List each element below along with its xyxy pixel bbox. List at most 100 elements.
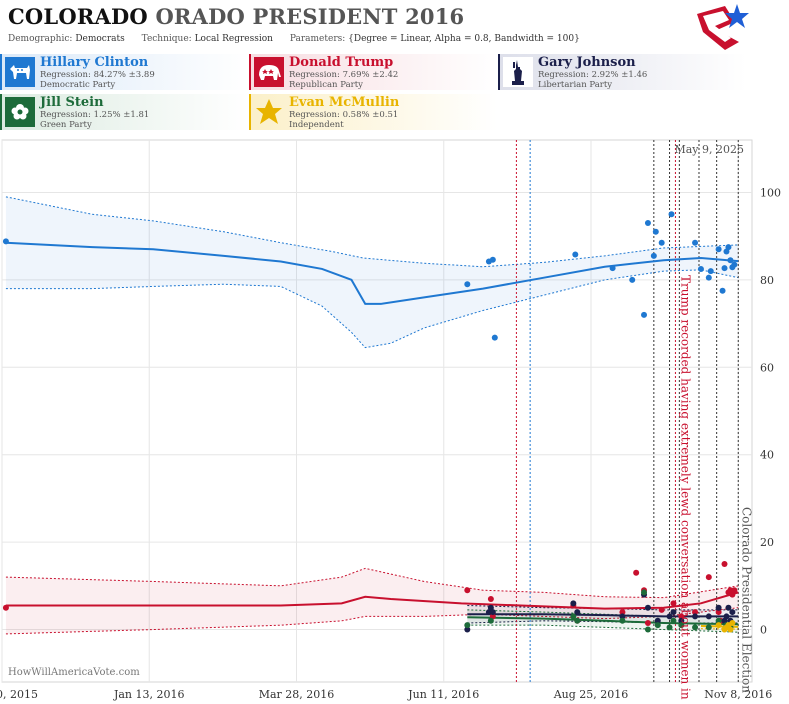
poll-point [715, 609, 722, 616]
flower-icon [5, 97, 35, 127]
poll-point [464, 281, 471, 288]
demographic-label: Demographic: [8, 34, 73, 44]
poll-point [619, 613, 626, 620]
poll-point [731, 587, 738, 594]
regression-line [5, 591, 739, 610]
demographic-value: Democrats [75, 34, 125, 44]
confidence-bands [5, 196, 739, 635]
elephant-icon [254, 57, 284, 87]
poll-point [629, 276, 636, 283]
poll-point [692, 609, 699, 616]
poll-point [715, 604, 722, 611]
candidate-card-mcmullin[interactable]: Evan McMullin Regression: 0.58% ±0.51 In… [249, 94, 497, 130]
poll-point [652, 228, 659, 235]
poll-point [2, 238, 9, 245]
poll-point [707, 268, 714, 275]
parameters-value: {Degree = Linear, Alpha = 0.8, Bandwidth… [348, 34, 580, 44]
x-tick-label: Jan 13, 2016 [113, 688, 185, 701]
poll-points [2, 211, 738, 633]
candidate-party: Democratic Party [40, 80, 116, 90]
poll-point [464, 626, 471, 633]
poll-point [572, 251, 579, 258]
candidate-card-trump[interactable]: Donald Trump Regression: 7.69% ±2.42 Rep… [249, 54, 497, 90]
poll-point [729, 619, 736, 626]
poll-point [678, 622, 685, 629]
poll-point [727, 257, 734, 264]
poll-point [715, 246, 722, 253]
poll-point [654, 622, 661, 629]
poll-point [658, 239, 665, 246]
watermark: HowWillAmericaVote.com [8, 667, 140, 678]
poll-point [668, 211, 675, 218]
poll-point [666, 613, 673, 620]
poll-point [670, 609, 677, 616]
poll-point [2, 604, 9, 611]
poll-point [670, 617, 677, 624]
poll-point [574, 617, 581, 624]
candidate-legend: Hillary Clinton Regression: 84.27% ±3.89… [0, 54, 789, 134]
poll-point [619, 617, 626, 624]
poll-point [670, 600, 677, 607]
election-annotation: Colorado Presidential Election [739, 507, 753, 693]
poll-point [464, 622, 471, 629]
poll-point [725, 244, 732, 251]
x-tick-label: Aug 25, 2016 [553, 688, 629, 701]
candidate-card-johnson[interactable]: Gary Johnson Regression: 2.92% ±1.46 Lib… [498, 54, 746, 90]
y-tick-label: 20 [760, 536, 774, 549]
poll-point [570, 600, 577, 607]
poll-point [692, 239, 699, 246]
poll-point [641, 311, 648, 318]
poll-point [658, 606, 665, 613]
candidate-regression: Regression: 7.69% ±2.42 [289, 70, 399, 80]
poll-point [609, 265, 616, 272]
poll-point [619, 609, 626, 616]
poll-point [719, 287, 726, 294]
candidate-name: Gary Johnson [538, 55, 636, 70]
poll-point [644, 626, 651, 633]
regression-line [467, 616, 739, 626]
donkey-icon [5, 57, 35, 87]
poll-point [464, 587, 471, 594]
page-title: COLORADO ORADO PRESIDENT 2016 [8, 4, 464, 29]
poll-point [705, 574, 712, 581]
candidate-card-clinton[interactable]: Hillary Clinton Regression: 84.27% ±3.89… [0, 54, 248, 90]
y-tick-label: 40 [760, 449, 774, 462]
poll-point [692, 624, 699, 631]
corner-date: May 9, 2025 [674, 143, 744, 156]
chart-header: COLORADO ORADO PRESIDENT 2016 Demographi… [0, 0, 789, 50]
lower-bound-line [5, 607, 739, 635]
confidence-band [5, 568, 739, 634]
candidate-card-stein[interactable]: Jill Stein Regression: 1.25% ±1.81 Green… [0, 94, 248, 130]
x-tick-label: Nov 8, 2016 [704, 688, 772, 701]
poll-point [692, 613, 699, 620]
technique-label: Technique: [141, 34, 192, 44]
lower-bound-line [467, 624, 739, 633]
regression-line [467, 613, 739, 618]
candidate-name: Hillary Clinton [40, 55, 149, 70]
poll-point [641, 589, 648, 596]
candidate-party: Republican Party [289, 80, 363, 90]
event-annotation: Trump recorded having extremely lewd con… [678, 275, 692, 704]
candidate-regression: Regression: 84.27% ±3.89 [40, 70, 155, 80]
upper-bound-line [5, 567, 739, 599]
chart-gridlines [1, 139, 753, 683]
candidate-party: Libertarian Party [538, 80, 613, 90]
star-logo-icon [697, 4, 749, 50]
candidate-party: Independent [289, 120, 344, 130]
title-state: COLORADO [8, 4, 148, 29]
chart-labels: 0 20 40 60 80 100 Oct 30, 2015 Jan 13, 2016 Mar … [0, 143, 781, 704]
poll-point [487, 617, 494, 624]
regression-lines [5, 241, 739, 628]
candidate-name: Jill Stein [40, 95, 104, 110]
candidate-regression: Regression: 0.58% ±0.51 [289, 110, 399, 120]
poll-point [650, 252, 657, 259]
poll-point [715, 622, 722, 629]
poll-point [633, 569, 640, 576]
parameters-label: Parameters: [289, 34, 346, 44]
technique-value: Local Regression [194, 34, 273, 44]
poll-point [721, 265, 728, 272]
liberty-statue-icon [503, 57, 533, 87]
poll-point [487, 595, 494, 602]
poll-point [705, 624, 712, 631]
